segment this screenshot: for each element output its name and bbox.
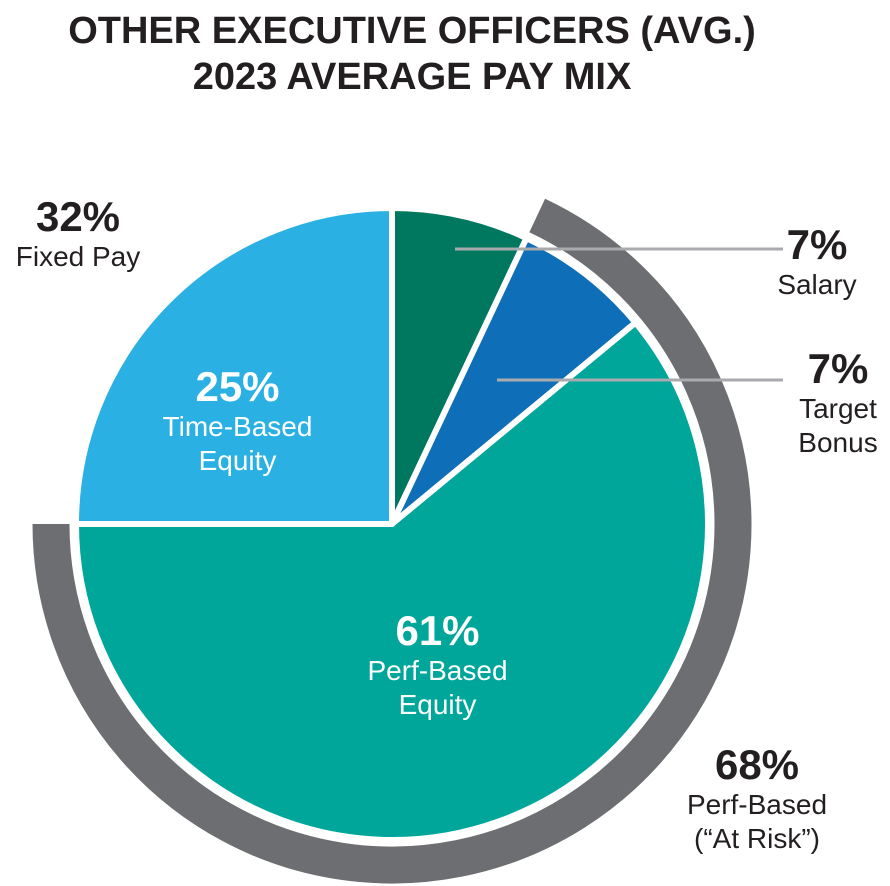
label-at-risk: 68% Perf-Based (“At Risk”) xyxy=(652,742,862,856)
label-perf-based-equity: 61% Perf-Based Equity xyxy=(310,608,565,722)
label-at-risk-name-line1: Perf-Based xyxy=(686,789,828,820)
label-perf-based-equity-name-line2: Equity xyxy=(398,689,477,720)
label-at-risk-name-line2: (“At Risk”) xyxy=(694,823,820,854)
label-target-bonus-pct: 7% xyxy=(807,345,869,392)
label-fixed-pay-name: Fixed Pay xyxy=(15,241,141,272)
label-perf-based-equity-name-line1: Perf-Based xyxy=(367,655,508,686)
label-time-based-equity-pct: 25% xyxy=(195,363,280,410)
pie-slice-time-based-equity xyxy=(73,205,395,527)
label-fixed-pay-pct: 32% xyxy=(35,193,121,240)
label-time-based-equity-name-line1: Time-Based xyxy=(162,411,313,442)
chart-title: OTHER EXECUTIVE OFFICERS (AVG.) 2023 AVE… xyxy=(0,8,824,100)
label-salary-pct: 7% xyxy=(786,221,848,268)
label-perf-based-equity-pct: 61% xyxy=(395,607,480,654)
label-salary-name: Salary xyxy=(777,269,857,300)
label-target-bonus-name-line1: Target xyxy=(799,393,877,424)
label-salary: 7% Salary xyxy=(742,222,890,302)
label-fixed-pay: 32% Fixed Pay xyxy=(0,194,156,274)
label-at-risk-pct: 68% xyxy=(714,741,800,788)
pie-slice-perf-based-equity xyxy=(73,319,711,843)
at-risk-arc xyxy=(32,198,752,884)
pie-slice-salary xyxy=(389,205,530,527)
chart-title-line2: 2023 AVERAGE PAY MIX xyxy=(192,56,632,98)
label-time-based-equity: 25% Time-Based Equity xyxy=(110,364,365,478)
label-time-based-equity-name-line2: Equity xyxy=(198,445,277,476)
chart-title-line1: OTHER EXECUTIVE OFFICERS (AVG.) xyxy=(68,10,756,52)
label-target-bonus: 7% Target Bonus xyxy=(763,346,890,460)
label-target-bonus-name-line2: Bonus xyxy=(798,427,878,458)
